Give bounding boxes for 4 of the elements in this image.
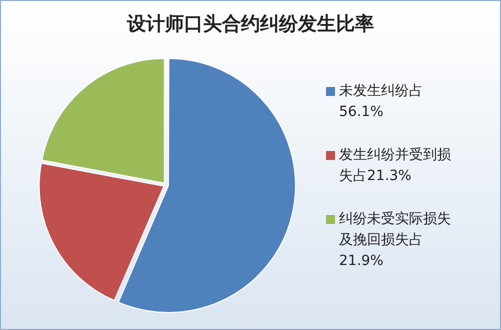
legend-label: 发生纠纷并受到损失占21.3% bbox=[339, 146, 451, 186]
legend-label: 纠纷未受实际损失及挽回损失占21.9% bbox=[339, 210, 451, 271]
slice-label: 未发生纠纷占56.1% bbox=[339, 82, 424, 122]
chart-title: 设计师口头合约纠纷发生比率 bbox=[126, 12, 375, 37]
